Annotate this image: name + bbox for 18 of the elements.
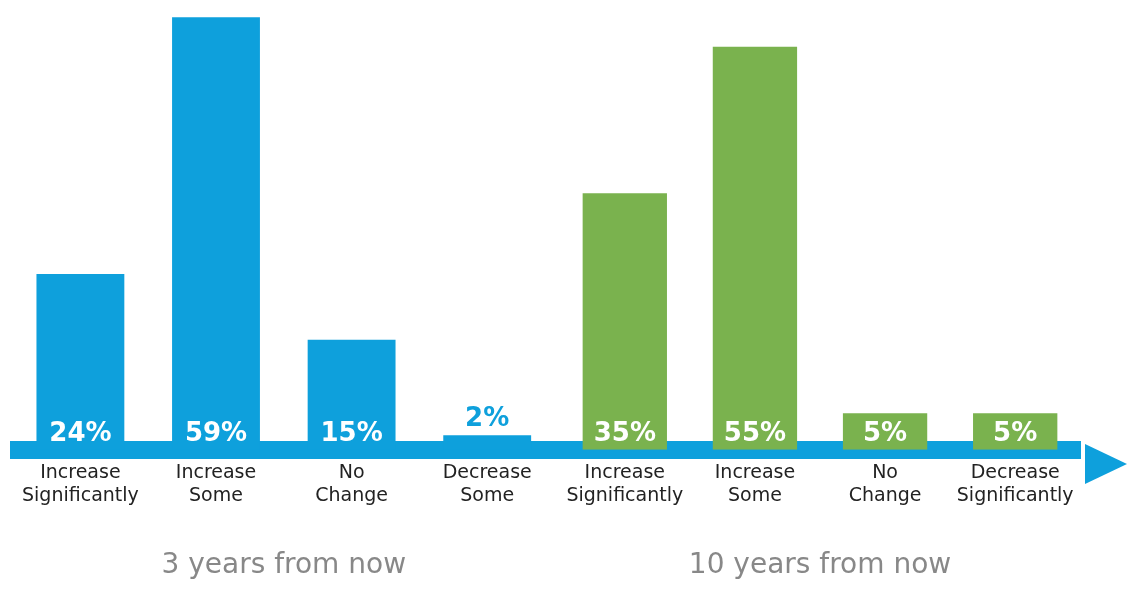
x-tick-label: Decrease Some — [442, 460, 532, 505]
x-tick-label: Increase Significantly — [22, 460, 139, 505]
data-label: 55% — [723, 416, 787, 447]
data-label: 35% — [593, 416, 656, 447]
x-axis-title: 3 years from now — [161, 547, 407, 581]
x-tick-label: Increase Some — [714, 460, 796, 505]
data-label: 5% — [862, 416, 908, 447]
x-tick-label: Increase Significantly — [566, 460, 684, 505]
data-label: 59% — [184, 416, 248, 447]
x-tick-label: No Change — [848, 460, 922, 505]
data-label: 2% — [465, 401, 510, 432]
x-axis-title: 10 years from now — [688, 547, 952, 581]
data-label: 24% — [49, 416, 112, 447]
x-tick-label: Increase Some — [175, 460, 257, 505]
x-tick-label: Decrease Significantly — [956, 460, 1074, 505]
data-label: 5% — [993, 416, 1038, 447]
data-label: 15% — [320, 416, 383, 447]
x-tick-label: No Change — [315, 460, 388, 505]
